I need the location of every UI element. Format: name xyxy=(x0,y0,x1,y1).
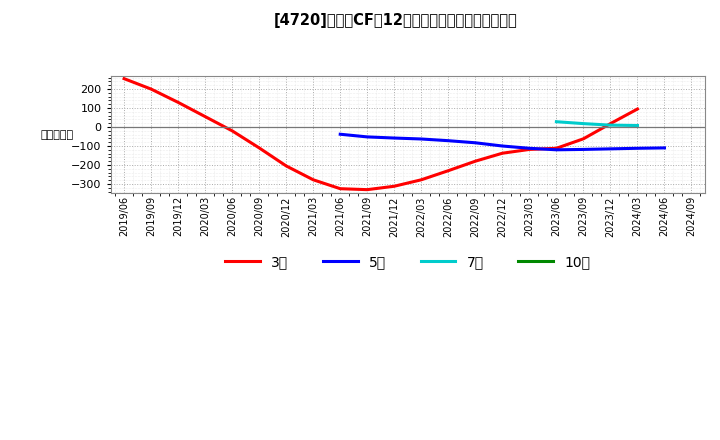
5年 xyxy=(444,138,453,143)
3年 xyxy=(309,177,318,183)
3年 xyxy=(417,177,426,183)
5年 xyxy=(390,136,399,141)
5年 xyxy=(660,145,669,150)
3年 xyxy=(363,187,372,192)
3年 xyxy=(525,147,534,152)
3年 xyxy=(498,150,507,156)
3年 xyxy=(336,186,345,191)
Line: 3年: 3年 xyxy=(124,79,637,190)
3年 xyxy=(471,158,480,164)
5年 xyxy=(606,146,615,151)
Legend: 3年, 5年, 7年, 10年: 3年, 5年, 7年, 10年 xyxy=(220,250,595,275)
Line: 7年: 7年 xyxy=(557,122,637,125)
5年 xyxy=(417,136,426,142)
3年 xyxy=(282,163,291,169)
5年 xyxy=(498,143,507,149)
Line: 5年: 5年 xyxy=(341,134,665,150)
3年 xyxy=(120,76,128,81)
5年 xyxy=(633,146,642,151)
5年 xyxy=(552,147,561,152)
3年 xyxy=(552,146,561,151)
3年 xyxy=(444,168,453,173)
3年 xyxy=(228,128,236,133)
5年 xyxy=(336,132,345,137)
5年 xyxy=(579,147,588,152)
3年 xyxy=(201,114,210,119)
3年 xyxy=(255,145,264,150)
7年 xyxy=(633,123,642,128)
7年 xyxy=(579,121,588,126)
3年 xyxy=(579,136,588,141)
Y-axis label: （百万円）: （百万円） xyxy=(40,130,73,139)
3年 xyxy=(147,86,156,92)
7年 xyxy=(606,122,615,128)
3年 xyxy=(174,100,182,105)
3年 xyxy=(390,183,399,189)
5年 xyxy=(525,146,534,151)
5年 xyxy=(471,140,480,146)
5年 xyxy=(363,134,372,139)
3年 xyxy=(633,106,642,112)
Text: [4720]　営業CFだ12か月移動合計の平均値の推移: [4720] 営業CFだ12か月移動合計の平均値の推移 xyxy=(274,13,518,28)
3年 xyxy=(606,121,615,126)
7年 xyxy=(552,119,561,125)
